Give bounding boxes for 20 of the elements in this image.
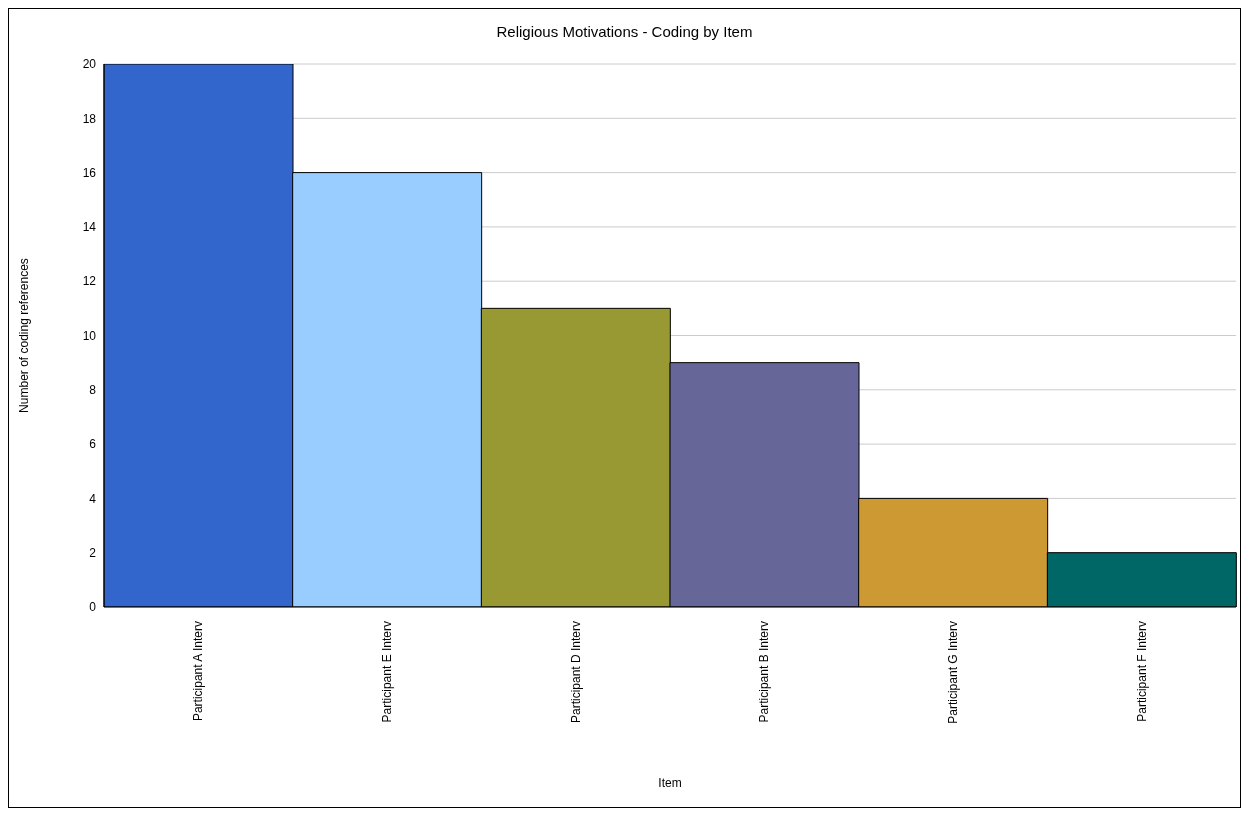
x-tick-label: Participant B Interv xyxy=(757,621,772,723)
x-tick-label: Participant E Interv xyxy=(380,621,394,723)
x-axis-title: Item xyxy=(658,776,682,790)
y-tick-label: 20 xyxy=(82,57,97,72)
y-tick-label: 0 xyxy=(89,600,97,615)
x-tick-label: Participant F Interv xyxy=(1134,621,1149,722)
y-tick-label: 16 xyxy=(82,165,97,180)
y-tick-label: 18 xyxy=(82,111,97,126)
y-tick-label: 4 xyxy=(89,491,97,506)
y-tick-label: 10 xyxy=(82,328,97,343)
x-tick-label: Participant A Interv xyxy=(191,621,206,722)
y-axis-title: Number of coding references xyxy=(17,258,32,413)
y-tick-label: 14 xyxy=(82,220,97,235)
y-tick-label: 8 xyxy=(89,383,97,398)
x-tick-label: Participant G Interv xyxy=(946,621,960,724)
chart-title: Religious Motivations - Coding by Item xyxy=(495,23,754,40)
y-tick-label: 6 xyxy=(89,437,97,452)
x-tick-label: Participant D Interv xyxy=(568,621,583,724)
y-tick-label: 2 xyxy=(89,545,97,560)
y-tick-label: 12 xyxy=(82,274,97,289)
